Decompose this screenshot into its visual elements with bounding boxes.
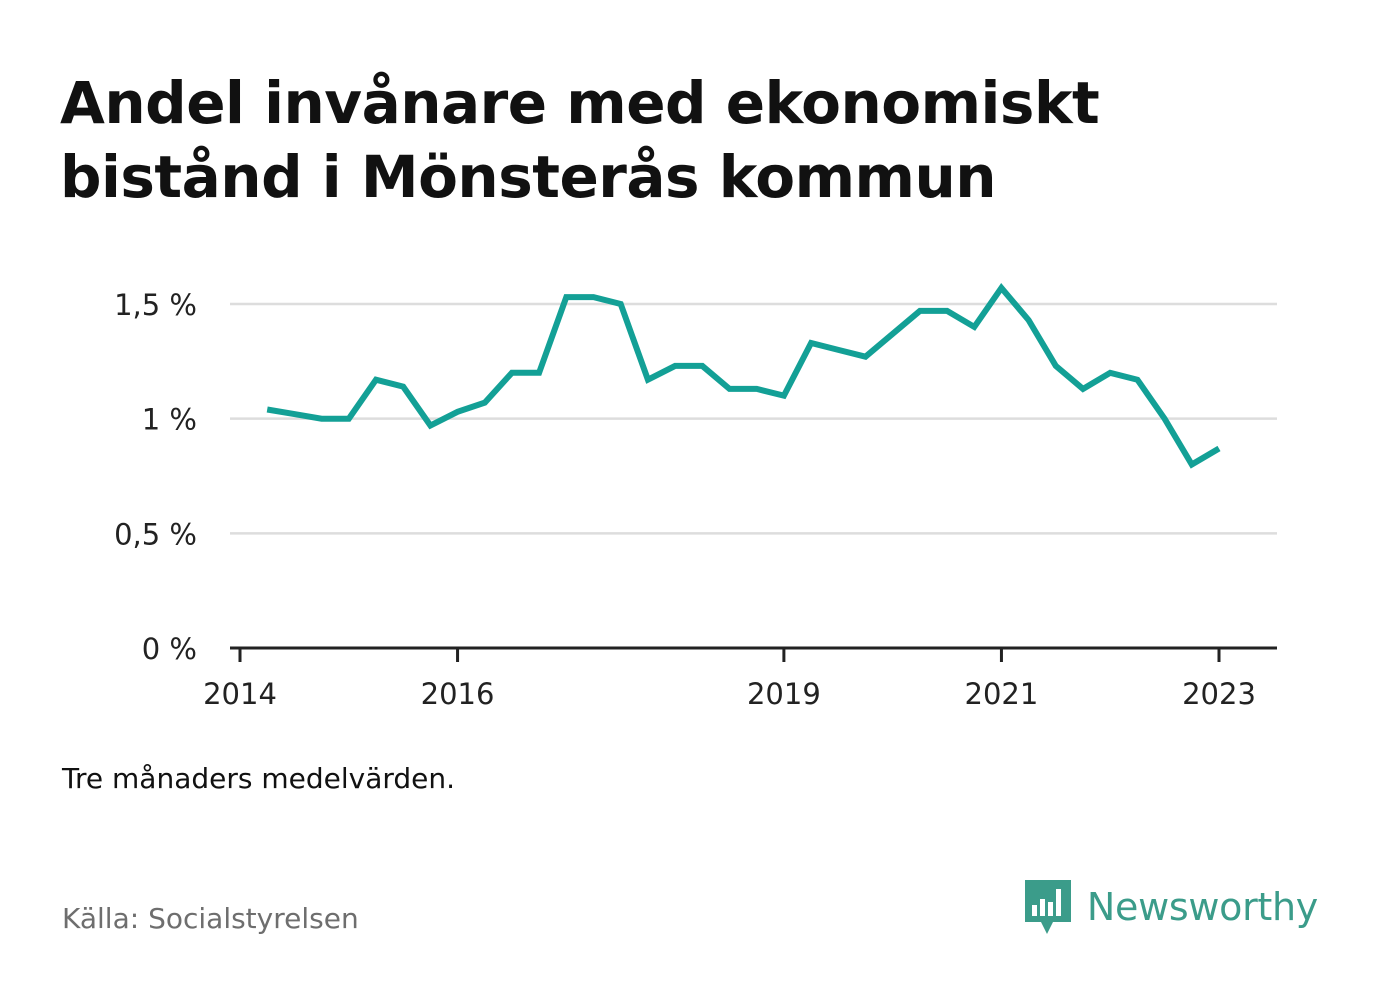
chart-title: Andel invånare med ekonomiskt bistånd i … (60, 69, 1100, 211)
chart-note: Tre månaders medelvärden. (62, 762, 456, 795)
y-tick-label: 1 % (142, 403, 197, 437)
series-layer (266, 282, 1221, 469)
x-tick-label: 2014 (203, 677, 277, 711)
y-tick-label: 1,5 % (114, 288, 197, 322)
y-axis-tick-labels: 0 % 0,5 % 1 % 1,5 % (114, 288, 197, 666)
x-axis-tick-labels: 2014 2016 2019 2021 2023 (203, 677, 1256, 711)
x-tick-label: 2019 (747, 677, 821, 711)
brand-name: Newsworthy (1086, 885, 1318, 929)
series-line (266, 282, 1221, 469)
y-tick-label: 0 % (142, 632, 197, 666)
brand-logo: Newsworthy (1023, 878, 1318, 936)
x-tick-label: 2021 (965, 677, 1039, 711)
source-credit: Källa: Socialstyrelsen (62, 902, 359, 935)
x-tick-label: 2023 (1182, 677, 1256, 711)
x-axis (230, 646, 1277, 662)
x-tick-label: 2016 (421, 677, 495, 711)
y-tick-label: 0,5 % (114, 517, 197, 551)
newsworthy-chat-bars-icon (1024, 880, 1071, 934)
gridlines (230, 302, 1277, 535)
